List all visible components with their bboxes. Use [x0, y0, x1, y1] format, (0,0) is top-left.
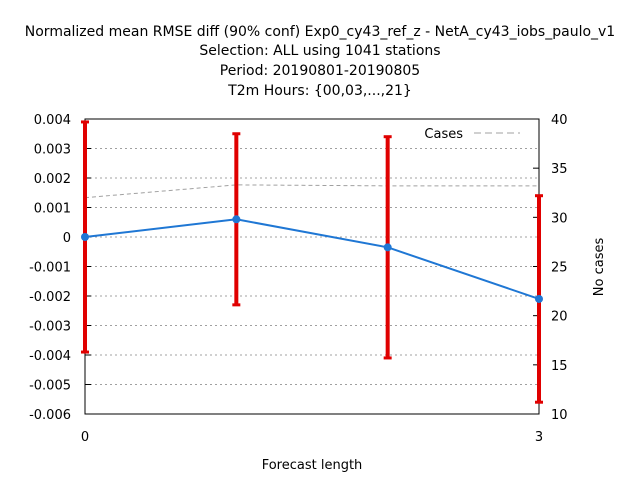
- title-line-3: Period: 20190801-20190805: [220, 63, 420, 79]
- mean-line: [84, 218, 540, 300]
- y2-axis-ticks: 40 35 30 25 20 15 10: [533, 113, 568, 423]
- y2-tick-label-3: 25: [551, 261, 568, 276]
- y2-tick-label-0: 40: [551, 113, 568, 128]
- grid-lines: [85, 148, 539, 385]
- chart-title: Normalized mean RMSE diff (90% conf) Exp…: [25, 24, 615, 99]
- legend-label-cases: Cases: [424, 127, 463, 142]
- y2-tick-label-4: 20: [551, 310, 568, 325]
- y2-tick-label-1: 35: [551, 162, 568, 177]
- y2-axis-label: No cases: [592, 238, 607, 297]
- x-tick-label-0: 0: [81, 430, 89, 445]
- y-tick-label-6: -0.002: [29, 290, 71, 305]
- y-tick-label-0: 0.004: [34, 113, 71, 128]
- title-line-2: Selection: ALL using 1041 stations: [199, 43, 440, 59]
- y-tick-label-4: 0: [63, 231, 71, 246]
- legend: Cases: [424, 127, 520, 142]
- y-tick-label-5: -0.001: [29, 261, 71, 276]
- y-tick-label-1: 0.003: [34, 143, 71, 158]
- mean-point-0: [81, 233, 89, 241]
- mean-point-1: [232, 215, 241, 224]
- mean-series: [81, 215, 543, 303]
- cases-line: [84, 184, 539, 199]
- y2-tick-label-5: 15: [551, 359, 568, 374]
- y-tick-label-9: -0.005: [29, 379, 71, 394]
- x-axis-label: Forecast length: [262, 458, 363, 473]
- title-line-1: Normalized mean RMSE diff (90% conf) Exp…: [25, 24, 615, 40]
- mean-point-2: [383, 243, 392, 252]
- x-tick-label-1: 3: [535, 430, 543, 445]
- cases-series: [84, 184, 539, 199]
- error-bars: [81, 120, 543, 404]
- mean-point-3: [535, 294, 543, 303]
- y-tick-label-3: 0.001: [34, 202, 71, 217]
- y2-tick-label-2: 30: [551, 211, 568, 226]
- title-line-4: T2m Hours: {00,03,...,21}: [227, 83, 412, 99]
- y-tick-label-2: 0.002: [34, 172, 71, 187]
- y-tick-label-10: -0.006: [29, 408, 71, 423]
- y-tick-label-8: -0.004: [29, 349, 71, 364]
- y2-tick-label-6: 10: [551, 408, 568, 423]
- y-axis-ticks: 0.004 0.003 0.002 0.001 0 -0.001 -0.002 -0.003 -…: [29, 113, 91, 423]
- y-tick-label-7: -0.003: [29, 320, 71, 335]
